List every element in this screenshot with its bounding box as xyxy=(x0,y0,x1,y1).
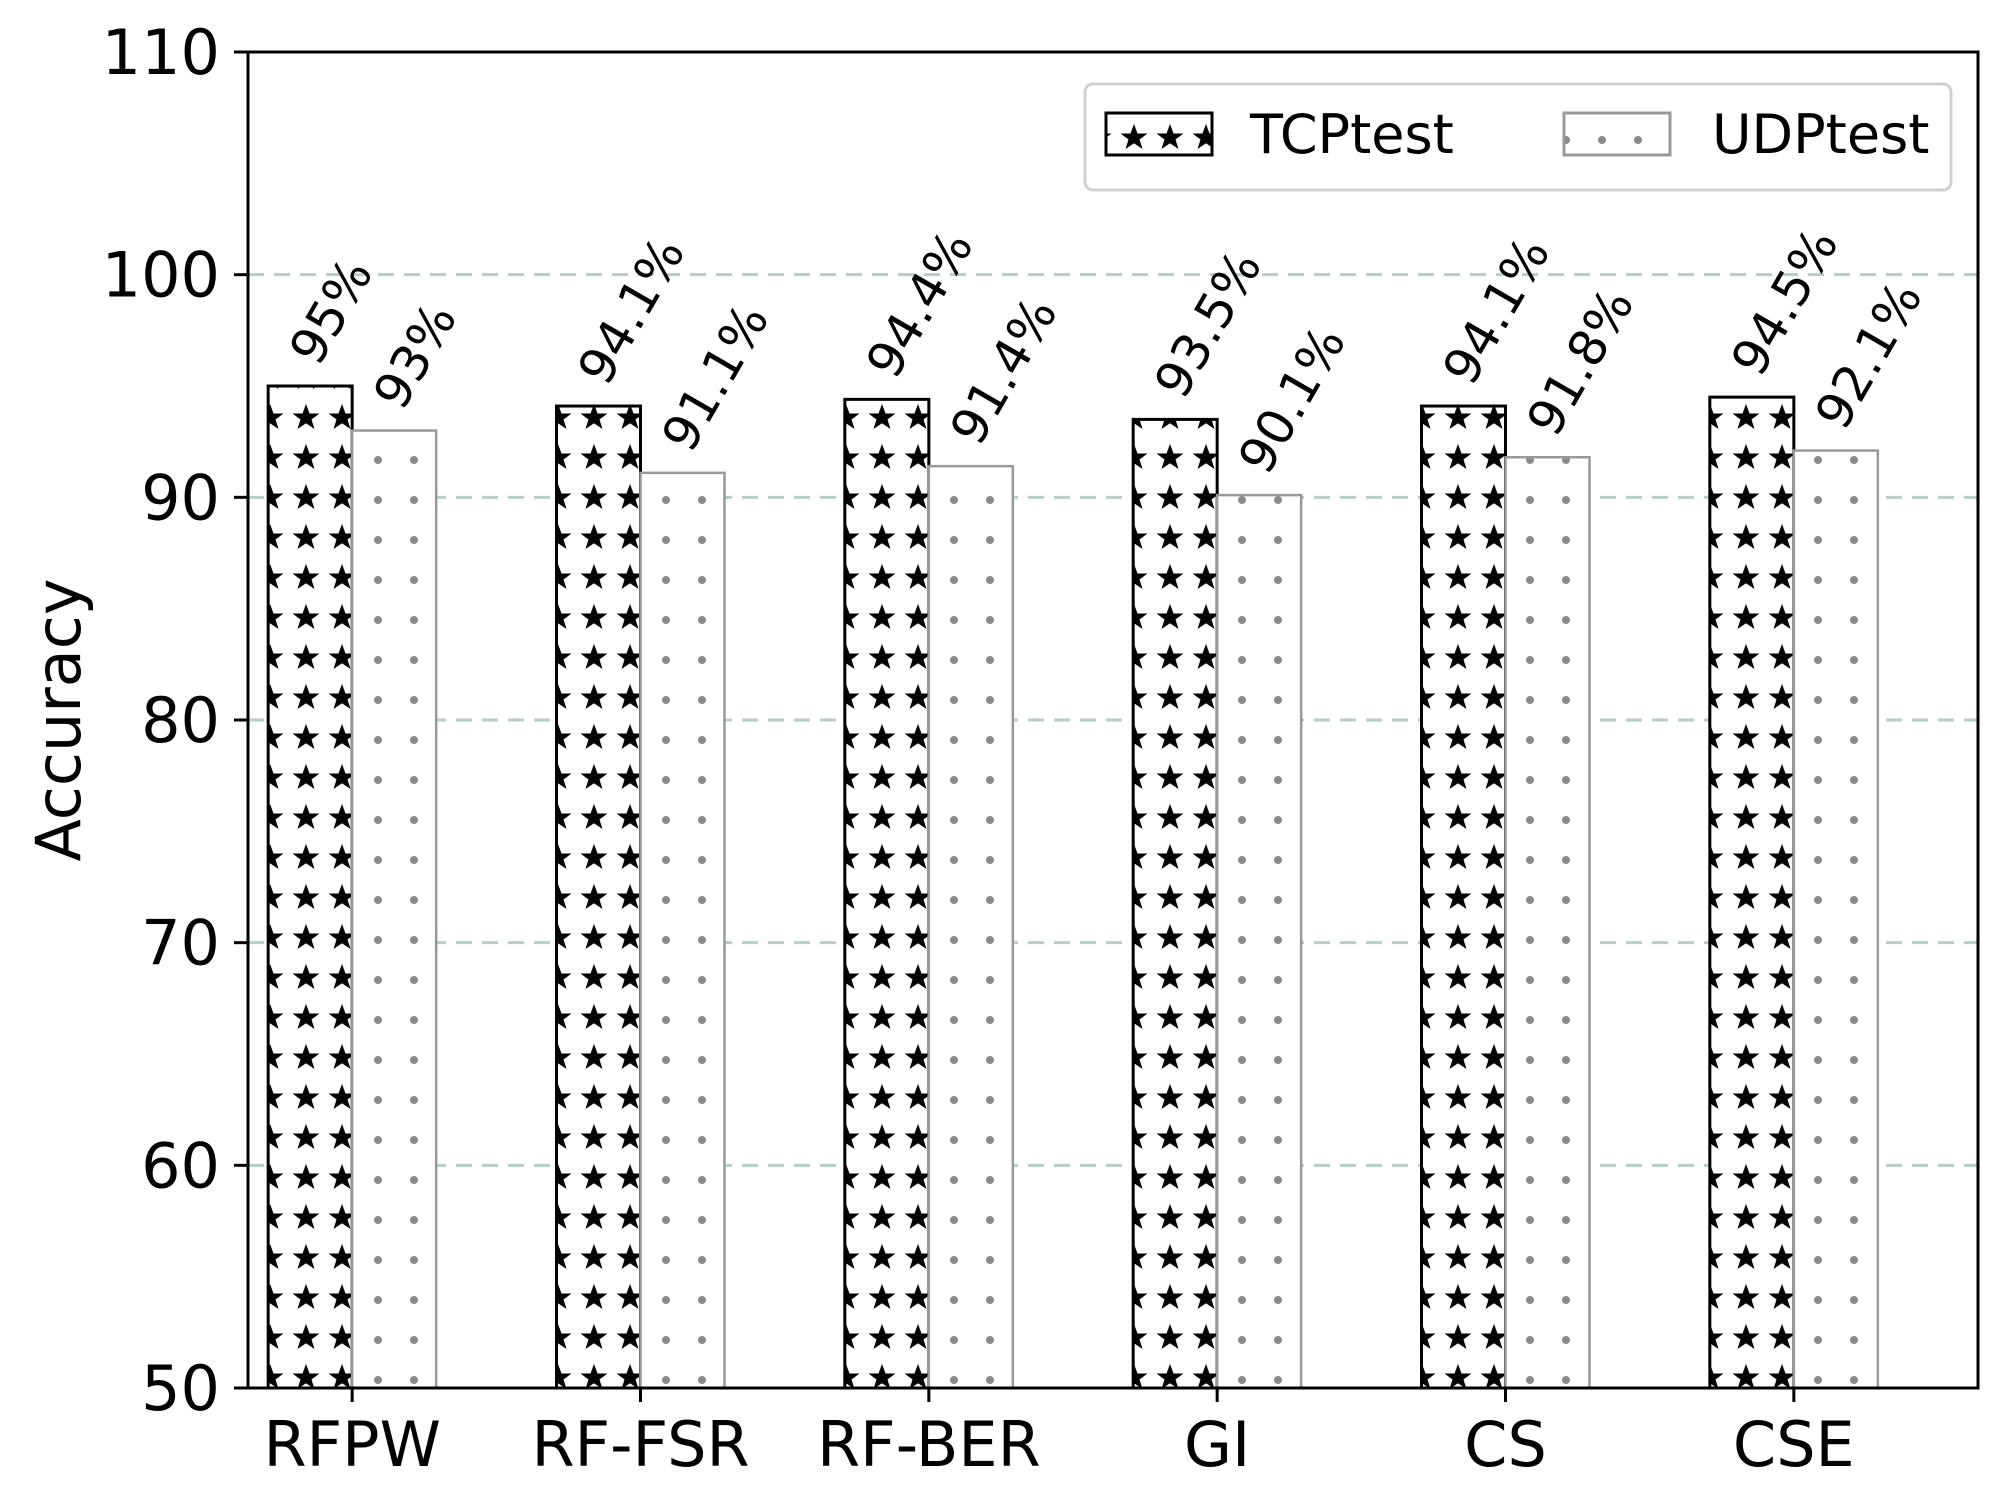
bar-tcptest-rfpw xyxy=(266,384,354,1390)
x-tick-label: GI xyxy=(1184,1408,1250,1481)
data-label: 91.1% xyxy=(651,294,781,461)
x-tick-label: RF-BER xyxy=(817,1408,1041,1481)
y-tick-label: 60 xyxy=(141,1129,220,1202)
data-label: 94.5% xyxy=(1720,219,1850,386)
y-tick-label: 80 xyxy=(141,684,220,757)
bar-udptest-gi xyxy=(1215,493,1303,1390)
y-tick-label: 90 xyxy=(141,461,220,534)
bar-tcptest-cse xyxy=(1708,395,1796,1390)
bar-tcptest-gi xyxy=(1131,417,1219,1390)
bar-udptest-rfpw xyxy=(350,429,438,1390)
bar-tcptest-rf-fsr xyxy=(555,404,642,1390)
legend-label-tcptest: TCPtest xyxy=(1249,103,1454,166)
x-axis-ticks: RFPW RF-FSR RF-BER GI CS CSE xyxy=(263,1388,1855,1481)
y-axis-label: Accuracy xyxy=(22,578,95,861)
bar-tcptest-rf-ber xyxy=(843,397,931,1390)
data-label: 94.4% xyxy=(855,221,985,388)
y-tick-label: 110 xyxy=(102,16,220,89)
data-label: 91.8% xyxy=(1516,279,1646,446)
x-tick-label: RF-FSR xyxy=(531,1408,749,1481)
data-label: 92.1% xyxy=(1804,272,1934,439)
legend-swatch-udptest xyxy=(1562,111,1672,157)
data-label: 93% xyxy=(362,293,468,418)
y-tick-label: 50 xyxy=(141,1352,220,1425)
y-tick-label: 70 xyxy=(141,907,220,980)
bar-tcptest-cs xyxy=(1420,404,1507,1390)
data-label: 93.5% xyxy=(1143,241,1273,408)
bar-udptest-rf-ber xyxy=(927,464,1015,1390)
legend-swatch-tcptest xyxy=(1104,111,1214,157)
legend: TCPtest UDPtest xyxy=(1083,82,1953,192)
data-label: 91.4% xyxy=(939,288,1069,455)
data-label: 94.1% xyxy=(567,227,697,394)
data-label: 95% xyxy=(278,249,384,374)
data-labels: 95%93% 94.1%91.1% 94.4%91.4% 93.5%90.1%94.1… xyxy=(278,219,1933,484)
grid-lines xyxy=(248,273,1978,1167)
x-tick-label: CS xyxy=(1464,1408,1547,1481)
legend-box xyxy=(1083,82,1953,192)
x-tick-label: RFPW xyxy=(263,1408,440,1481)
legend-label-udptest: UDPtest xyxy=(1712,103,1929,166)
data-label: 90.1% xyxy=(1227,317,1357,484)
bar-udptest-rf-fsr xyxy=(639,471,726,1390)
x-tick-label: CSE xyxy=(1733,1408,1855,1481)
bar-udptest-cs xyxy=(1504,456,1591,1390)
y-axis-ticks: 50 60 70 80 90 100 110 xyxy=(102,16,248,1425)
y-tick-label: 100 xyxy=(102,239,220,312)
bar-udptest-cse xyxy=(1792,449,1880,1390)
bars xyxy=(266,384,1880,1390)
